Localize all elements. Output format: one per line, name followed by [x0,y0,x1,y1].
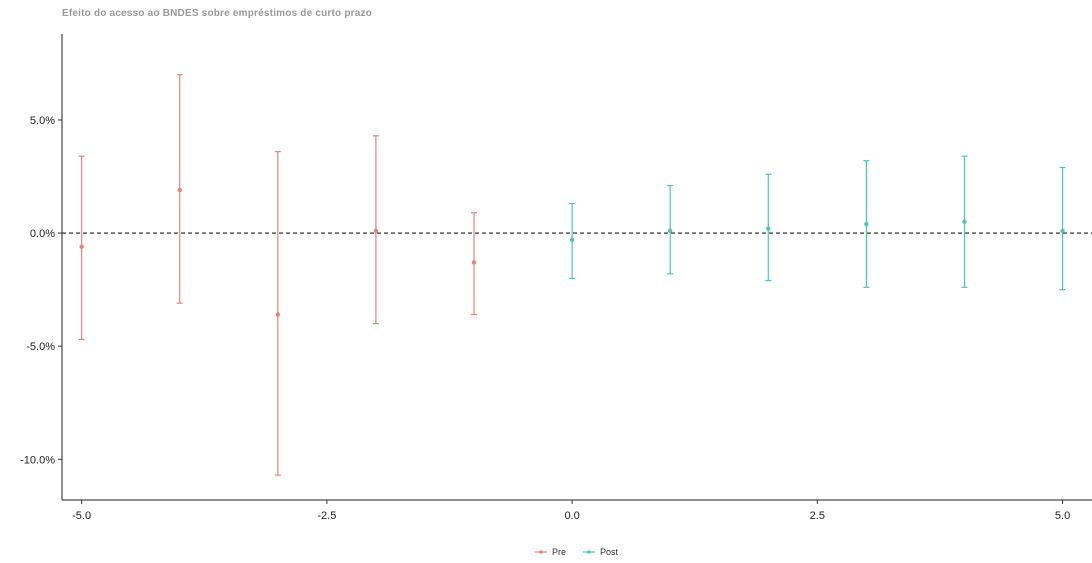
error-bar-marks [78,74,1066,476]
y-tick-label: -5.0% [26,341,55,353]
post-point [962,219,967,224]
x-tick-label: 5.0 [1055,510,1070,522]
axes [58,34,1092,504]
pre-point [373,228,379,234]
x-tick-label: -5.0 [72,510,91,522]
tick-labels: 5.0% 0.0% -5.0% -10.0% -5.0 -2.5 0.0 2.5 5.0 [20,115,1070,522]
x-tick-label: 0.0 [564,510,579,522]
legend: Pre Post [535,547,619,557]
post-point [569,237,575,243]
y-tick-label: 0.0% [30,228,55,240]
legend-label-post: Post [600,547,619,557]
pre-point [79,244,84,249]
post-point [864,221,869,227]
legend-label-pre: Pre [552,547,566,557]
chart-title: Efeito do acesso ao BNDES sobre emprésti… [62,8,373,19]
pre-point [177,187,182,193]
post-point [667,228,673,234]
y-tick-label: -10.0% [20,454,55,466]
legend-key-point-post [587,550,591,554]
pre-point [275,312,281,317]
post-point [1060,228,1065,234]
x-tick-label: -2.5 [317,510,336,522]
legend-key-point-pre [539,550,543,554]
post-point [766,226,771,231]
y-tick-label: 5.0% [30,115,55,127]
x-tick-label: 2.5 [810,510,825,522]
pre-point [471,260,477,265]
